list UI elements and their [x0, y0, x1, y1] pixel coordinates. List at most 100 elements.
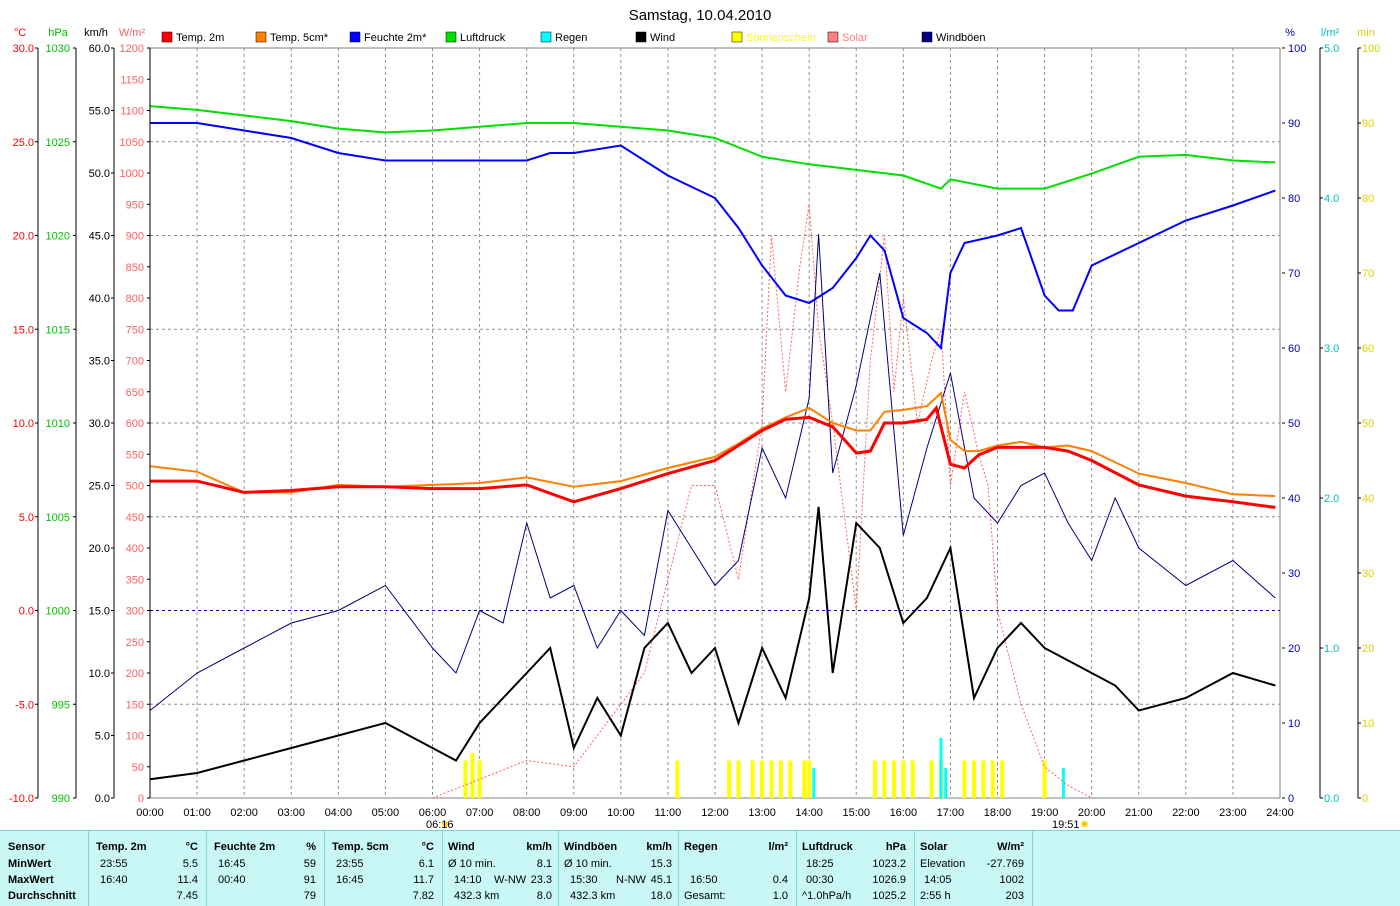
stats-unit: km/h: [646, 841, 672, 853]
legend-swatch: [445, 31, 457, 43]
y-tick-label-rain: 3.0: [1324, 343, 1339, 355]
y-tick-label-solar: 1050: [120, 137, 144, 149]
y-tick-label-solar: 1150: [120, 74, 144, 86]
y-tick-label-solar: 500: [126, 481, 144, 493]
y-tick-label-sunshine: 80: [1362, 193, 1374, 205]
y-tick-label-wind: 15.0: [89, 606, 110, 618]
stats-unit: km/h: [526, 841, 552, 853]
y-tick-label-wind: 60.0: [89, 43, 110, 55]
y-tick-label-temp: -5.0: [15, 699, 34, 711]
x-tick-label: 03:00: [277, 807, 305, 819]
axis-unit-sunshine: min: [1357, 27, 1375, 39]
y-tick-label-wind: 40.0: [89, 293, 110, 305]
y-tick-label-solar: 50: [132, 762, 144, 774]
y-tick-label-wind: 45.0: [89, 231, 110, 243]
statistics-table: Sensor MinWert MaxWert Durchschnitt Temp…: [0, 830, 1400, 906]
y-tick-label-pressure: 995: [52, 699, 70, 711]
sunshine-bar: [929, 760, 934, 798]
y-tick-label-wind: 5.0: [95, 731, 110, 743]
axis-unit-solar: W/m²: [119, 27, 146, 39]
stats-header: Wind: [448, 841, 475, 853]
sunrise-label: 06:16: [426, 819, 454, 830]
legend-swatch: [255, 31, 267, 43]
y-tick-label-pressure: 1020: [46, 231, 70, 243]
sunshine-bar: [750, 760, 755, 798]
axis-unit-pressure: hPa: [48, 27, 68, 39]
stats-value: 7.45: [176, 890, 198, 902]
y-tick-label-solar: 900: [126, 231, 144, 243]
stats-header: Temp. 5cm: [332, 841, 389, 853]
x-tick-label: 13:00: [748, 807, 776, 819]
rain-bar: [812, 768, 816, 798]
x-tick-label: 08:00: [513, 807, 541, 819]
sunshine-bar: [882, 760, 887, 798]
stats-value: 5.5: [182, 858, 198, 870]
y-tick-label-temp: 30.0: [13, 43, 34, 55]
y-tick-label-wind: 20.0: [89, 543, 110, 555]
stats-unit: °C: [421, 841, 434, 853]
stats-col-temp5cm: Temp. 5cm °C 23:55 6.1 16:45 11.7 7.82: [324, 831, 443, 906]
sunrise-marker: [442, 821, 449, 827]
y-tick-label-sunshine: 100: [1362, 43, 1380, 55]
y-tick-label-humidity: 20: [1288, 643, 1300, 655]
x-tick-label: 10:00: [607, 807, 635, 819]
legend-label: Feuchte 2m*: [364, 32, 427, 44]
stats-col-gusts: Windböen km/h Ø 10 min. 15.3 15:30 N-NW …: [558, 831, 679, 906]
x-tick-label: 01:00: [183, 807, 211, 819]
stats-header: Feuchte 2m: [214, 841, 276, 853]
y-tick-label-rain: 1.0: [1324, 643, 1339, 655]
stats-time: 16:45: [336, 874, 364, 886]
y-tick-label-solar: 350: [126, 574, 144, 586]
sunshine-bar: [802, 760, 807, 798]
stats-col-sensor: Sensor MinWert MaxWert Durchschnitt: [0, 831, 89, 906]
legend-swatch: [349, 31, 361, 43]
stats-value: 8.1: [536, 858, 552, 870]
stats-unit: hPa: [885, 841, 906, 853]
series-wind: [149, 506, 1276, 781]
stats-time: 16:40: [100, 874, 128, 886]
x-tick-label: 22:00: [1172, 807, 1200, 819]
sunshine-bar: [788, 760, 793, 798]
y-tick-label-temp: 10.0: [13, 418, 34, 430]
stats-time: 23:55: [100, 858, 128, 870]
stats-header: Solar: [920, 841, 948, 853]
stats-label: Elevation: [920, 858, 966, 870]
stats-value: 1025.2: [872, 890, 906, 902]
sunshine-bar: [891, 760, 896, 798]
y-tick-label-sunshine: 70: [1362, 268, 1374, 280]
stats-value: 11.7: [413, 874, 434, 886]
sunshine-bar: [971, 760, 976, 798]
y-tick-label-pressure: 1015: [46, 324, 70, 336]
x-tick-label: 09:00: [560, 807, 588, 819]
y-tick-label-solar: 700: [126, 356, 144, 368]
legend-label: Temp. 5cm*: [270, 32, 329, 44]
stats-unit: %: [306, 841, 316, 853]
stats-value: 15.3: [650, 858, 672, 870]
x-tick-label: 04:00: [325, 807, 353, 819]
chart-title: Samstag, 10.04.2010: [629, 7, 772, 24]
y-tick-label-wind: 25.0: [89, 481, 110, 493]
stats-value: 1.0: [772, 890, 788, 902]
y-tick-label-temp: 20.0: [13, 231, 34, 243]
stats-value: 203: [1005, 890, 1024, 902]
stats-header: Windböen: [564, 841, 618, 853]
stats-col-wind: Wind km/h Ø 10 min. 8.1 14:10 W-NW 23.3 …: [442, 831, 559, 906]
sunshine-bar: [477, 760, 482, 798]
stats-value: 23.3: [530, 874, 552, 886]
stats-time: 00:30: [806, 874, 834, 886]
stats-time: 00:40: [218, 874, 246, 886]
axis-unit-temp: °C: [14, 27, 26, 39]
y-tick-label-sunshine: 0: [1362, 793, 1368, 805]
series-layer: [149, 105, 1276, 799]
stats-value: 45.1: [650, 874, 672, 886]
y-tick-label-solar: 1100: [120, 106, 144, 118]
sunshine-bar: [760, 760, 765, 798]
sunshine-bar: [769, 760, 774, 798]
y-tick-label-solar: 450: [126, 512, 144, 524]
y-tick-label-rain: 4.0: [1324, 193, 1339, 205]
stats-value: 1026.9: [872, 874, 906, 886]
y-tick-label-humidity: 60: [1288, 343, 1300, 355]
y-tick-label-wind: 0.0: [95, 793, 110, 805]
y-tick-label-humidity: 80: [1288, 193, 1300, 205]
stats-time: 18:25: [806, 858, 834, 870]
